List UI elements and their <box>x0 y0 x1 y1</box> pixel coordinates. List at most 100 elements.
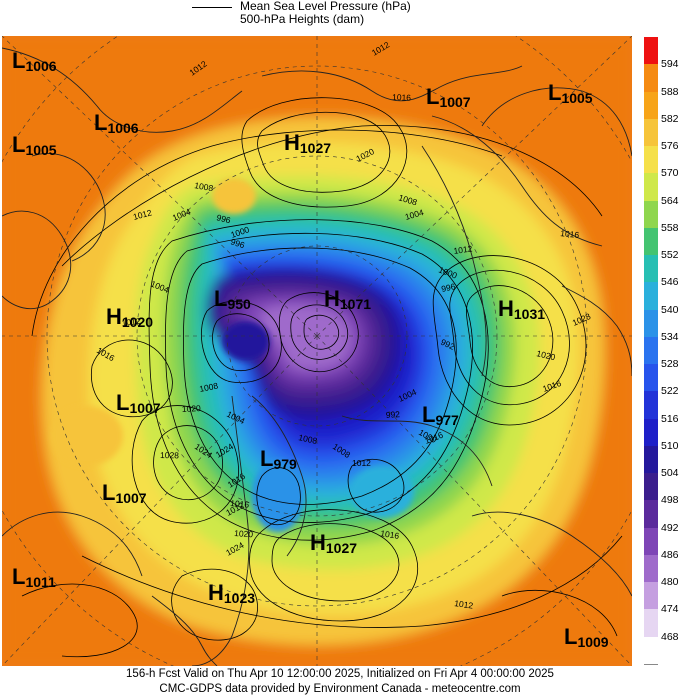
colorbar-tick-label: 546 <box>661 276 679 289</box>
isobar <box>200 300 282 383</box>
low-pressure-center: L950 <box>214 286 251 313</box>
isobar <box>165 232 473 523</box>
colorbar-swatch <box>644 118 658 148</box>
isobar <box>153 425 224 500</box>
colorbar-tick-label: 564 <box>661 194 679 207</box>
colorbar-swatch <box>644 309 658 338</box>
low-pressure-center: L1007 <box>116 390 161 417</box>
isobar-value-label: 996 <box>229 236 246 250</box>
coastline <box>2 210 72 310</box>
colorbar-tick-label: 510 <box>661 439 679 452</box>
isobar <box>31 129 503 337</box>
isobar-legend-line <box>192 7 232 8</box>
meridian <box>2 36 318 337</box>
colorbar-swatch <box>644 473 658 502</box>
coastline <box>151 595 218 666</box>
colorbar-swatch <box>644 500 658 529</box>
colorbar-tick-label: 480 <box>661 576 679 589</box>
colorbar-swatch <box>644 554 658 584</box>
colorbar-tick-label: 486 <box>661 548 679 561</box>
low-pressure-center: L977 <box>422 402 459 429</box>
coastline <box>261 65 523 102</box>
isobar <box>257 111 391 193</box>
graticule <box>2 36 632 666</box>
isobar <box>90 339 173 418</box>
colorbar-tick-label: 492 <box>661 521 679 534</box>
isobar-value-label: 1008 <box>198 380 219 393</box>
height-colorbar <box>644 37 658 665</box>
isobar <box>241 97 408 208</box>
low-pressure-center: L1007 <box>102 480 147 507</box>
colorbar-swatch <box>644 582 658 611</box>
legend-mslp-label: Mean Sea Level Pressure (hPa) <box>240 0 411 13</box>
colorbar-tick-label: 522 <box>661 385 679 398</box>
colorbar-tick-label: 474 <box>661 603 679 616</box>
low-pressure-center: L979 <box>260 446 297 473</box>
coastline <box>341 415 493 487</box>
coastline <box>31 152 106 262</box>
high-pressure-center: H1027 <box>284 130 332 157</box>
low-pressure-center: L1006 <box>12 48 57 75</box>
coastline <box>431 115 603 247</box>
isobar <box>290 304 349 360</box>
colorbar-swatch <box>644 91 658 120</box>
isobar <box>131 405 239 524</box>
isobar-value-label: 1016 <box>560 228 580 240</box>
colorbar-swatch <box>644 609 658 638</box>
colorbar-tick-label: 528 <box>661 358 679 371</box>
alaska-ridge-feature <box>212 178 256 214</box>
colorbar-swatch <box>644 418 658 447</box>
colorbar-tick-label: 540 <box>661 303 679 316</box>
colorbar-swatch <box>644 146 658 175</box>
meridian <box>316 36 632 337</box>
colorbar-tick-label: 558 <box>661 221 679 234</box>
coastline <box>471 511 632 597</box>
colorbar-swatch <box>644 445 658 475</box>
coastline <box>251 395 307 557</box>
colorbar-tick-label: 534 <box>661 330 679 343</box>
colorbar-tick-label: 552 <box>661 249 679 262</box>
high-pressure-center: H1023 <box>208 580 256 607</box>
secondary-features <box>51 178 414 532</box>
isobar-value-label: 1020 <box>234 528 254 539</box>
low-977-feature <box>350 466 414 518</box>
isobar <box>212 313 270 372</box>
isobar <box>278 292 359 373</box>
coastline <box>561 285 632 377</box>
isobar <box>249 509 418 622</box>
colorbar-swatch <box>644 391 658 420</box>
isobar-value-label: 1020 <box>182 403 202 414</box>
low-pressure-center: L1009 <box>564 624 609 651</box>
isobar <box>449 269 570 406</box>
coastline <box>481 87 632 157</box>
isobar <box>501 589 618 637</box>
low-979-feature <box>252 460 304 532</box>
colorbar-swatch <box>644 636 658 665</box>
colorbar-swatch <box>644 37 658 66</box>
colorbar-swatch <box>644 200 658 229</box>
colorbar-tick-label: 576 <box>661 140 679 153</box>
band-480 <box>260 305 352 370</box>
low-pressure-center: L1011 <box>12 564 56 591</box>
isobar <box>347 458 405 513</box>
isobar <box>271 523 400 602</box>
high-pressure-center: H1031 <box>498 296 546 323</box>
colorbar-tick-label: 498 <box>661 494 679 507</box>
colorbar-tick-label: 468 <box>661 630 679 643</box>
polar-stereographic-map: 1012 1016 1012 1016 1020 1008 1004 996 1000 996 10… <box>2 36 632 666</box>
coastline <box>191 395 250 666</box>
coastline <box>421 145 487 377</box>
isobar-value-label: 992 <box>385 409 400 420</box>
isobar <box>21 583 138 658</box>
colorbar-swatch <box>644 527 658 556</box>
isobar <box>61 125 603 267</box>
isobar-value-label: 1020 <box>536 348 557 362</box>
colorbar-swatch <box>644 282 658 311</box>
isobar-value-label: 1012 <box>352 458 371 468</box>
low-pressure-center: L1005 <box>548 80 593 107</box>
colorbar-swatch <box>644 227 658 257</box>
colorbar-tick-label: 582 <box>661 112 679 125</box>
data-credit-text: CMC-GDPS data provided by Environment Ca… <box>159 683 521 695</box>
coastline <box>2 511 143 577</box>
